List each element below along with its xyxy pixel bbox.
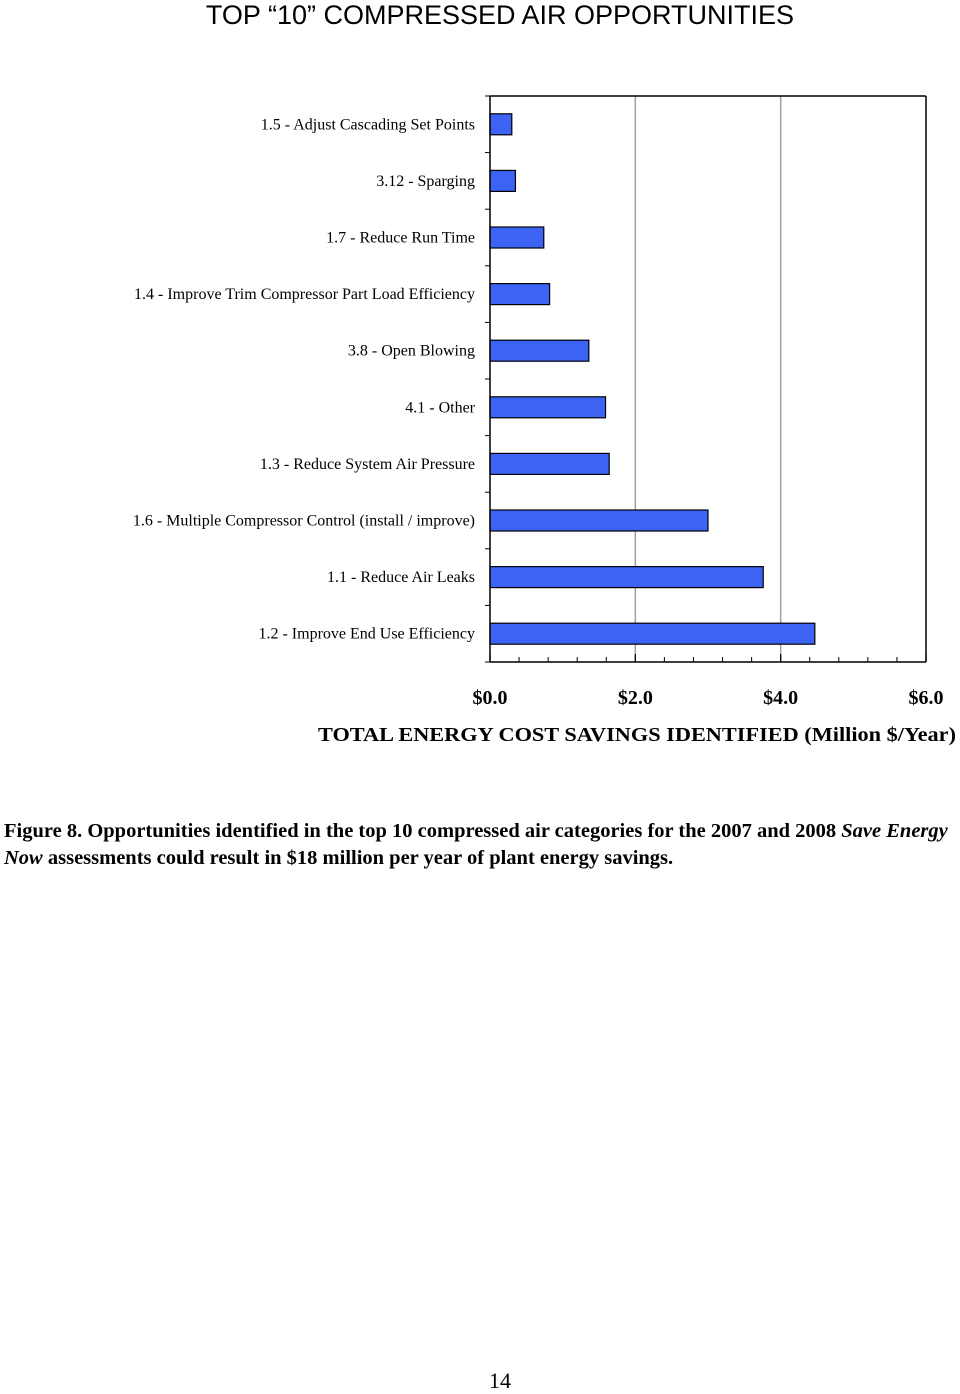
caption-text-1: Opportunities identified in the top 10 c… <box>87 820 837 842</box>
category-label-8: 1.1 - Reduce Air Leaks <box>327 569 475 586</box>
bar-4 <box>489 339 590 362</box>
category-label-4: 3.8 - Open Blowing <box>348 343 475 360</box>
bar-1 <box>489 169 517 192</box>
figure-label: Figure 8. <box>4 820 83 842</box>
bar-8 <box>489 565 764 589</box>
bar-chart: 1.5 - Adjust Cascading Set Points 3.12 - … <box>133 95 956 746</box>
bar-0 <box>489 113 513 136</box>
caption-text-2: assessments could result in $18 million … <box>47 847 674 869</box>
bar-6 <box>489 452 610 475</box>
category-label-6: 1.3 - Reduce System Air Pressure <box>260 456 475 473</box>
page-number: 14 <box>489 1368 511 1393</box>
caption-italic: Save Energy Now <box>4 820 948 869</box>
bar-5 <box>489 396 607 419</box>
category-label-2: 1.7 - Reduce Run Time <box>326 230 475 247</box>
category-label-0: 1.5 - Adjust Cascading Set Points <box>261 116 475 133</box>
page-title: TOP “10” COMPRESSED AIR OPPORTUNITIES <box>205 0 795 30</box>
bar-3 <box>489 283 551 306</box>
bar-7 <box>489 509 709 532</box>
x-tick-label-3: $6.0 <box>909 687 944 709</box>
x-tick-label-1: $2.0 <box>618 687 653 709</box>
bar-2 <box>489 226 545 249</box>
x-tick-label-0: $0.0 <box>473 687 508 709</box>
category-label-7: 1.6 - Multiple Compressor Control (insta… <box>133 513 475 530</box>
bar-9 <box>489 622 816 645</box>
category-label-9: 1.2 - Improve End Use Efficiency <box>258 626 475 643</box>
category-label-3: 1.4 - Improve Trim Compressor Part Load … <box>134 286 475 303</box>
x-axis-title: TOTAL ENERGY COST SAVINGS IDENTIFIED (Mi… <box>318 724 956 746</box>
figure-caption: Figure 8. Opportunities identified in th… <box>4 818 956 872</box>
category-label-1: 3.12 - Sparging <box>376 173 475 190</box>
category-label-5: 4.1 - Other <box>405 399 475 416</box>
x-tick-label-2: $4.0 <box>763 687 798 709</box>
